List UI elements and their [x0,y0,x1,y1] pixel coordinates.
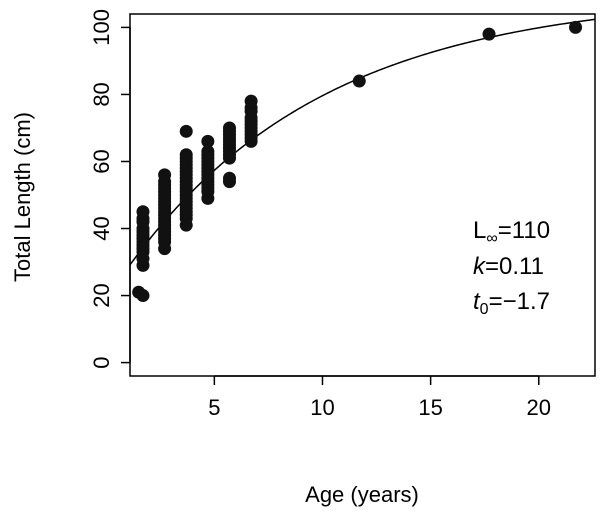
fit-parameters-annotation: L∞=110 k=0.11 t0=−1.7 [473,217,550,318]
data-point [483,28,496,41]
y-axis: 0 20 40 60 80 100 [89,9,130,369]
y-tick-label: 60 [89,149,114,173]
y-axis-label: Total Length (cm) [10,112,35,282]
data-point [569,21,582,34]
data-point [201,135,214,148]
data-point [180,148,193,161]
y-tick-label: 20 [89,283,114,307]
x-tick-label: 10 [310,395,334,420]
plot-frame [130,14,595,376]
x-axis: 5 10 15 20 [208,376,551,420]
x-tick-label: 5 [208,395,220,420]
data-point [353,75,366,88]
x-axis-label: Age (years) [305,482,419,507]
annotation-t0: t0=−1.7 [473,288,550,318]
growth-chart: 5 10 15 20 0 20 40 60 80 100 Age (years) Total L… [0,0,600,513]
y-tick-label: 100 [89,9,114,46]
data-point [136,205,149,218]
data-point [180,125,193,138]
data-point [223,172,236,185]
x-tick-label: 20 [527,395,551,420]
y-tick-label: 80 [89,82,114,106]
y-tick-label: 0 [89,356,114,368]
y-tick-label: 40 [89,216,114,240]
annotation-linf: L∞=110 [473,217,550,247]
data-point [158,168,171,181]
data-point [223,121,236,134]
x-tick-label: 15 [418,395,442,420]
annotation-k: k=0.11 [473,253,544,280]
data-point [245,95,258,108]
data-point [136,289,149,302]
